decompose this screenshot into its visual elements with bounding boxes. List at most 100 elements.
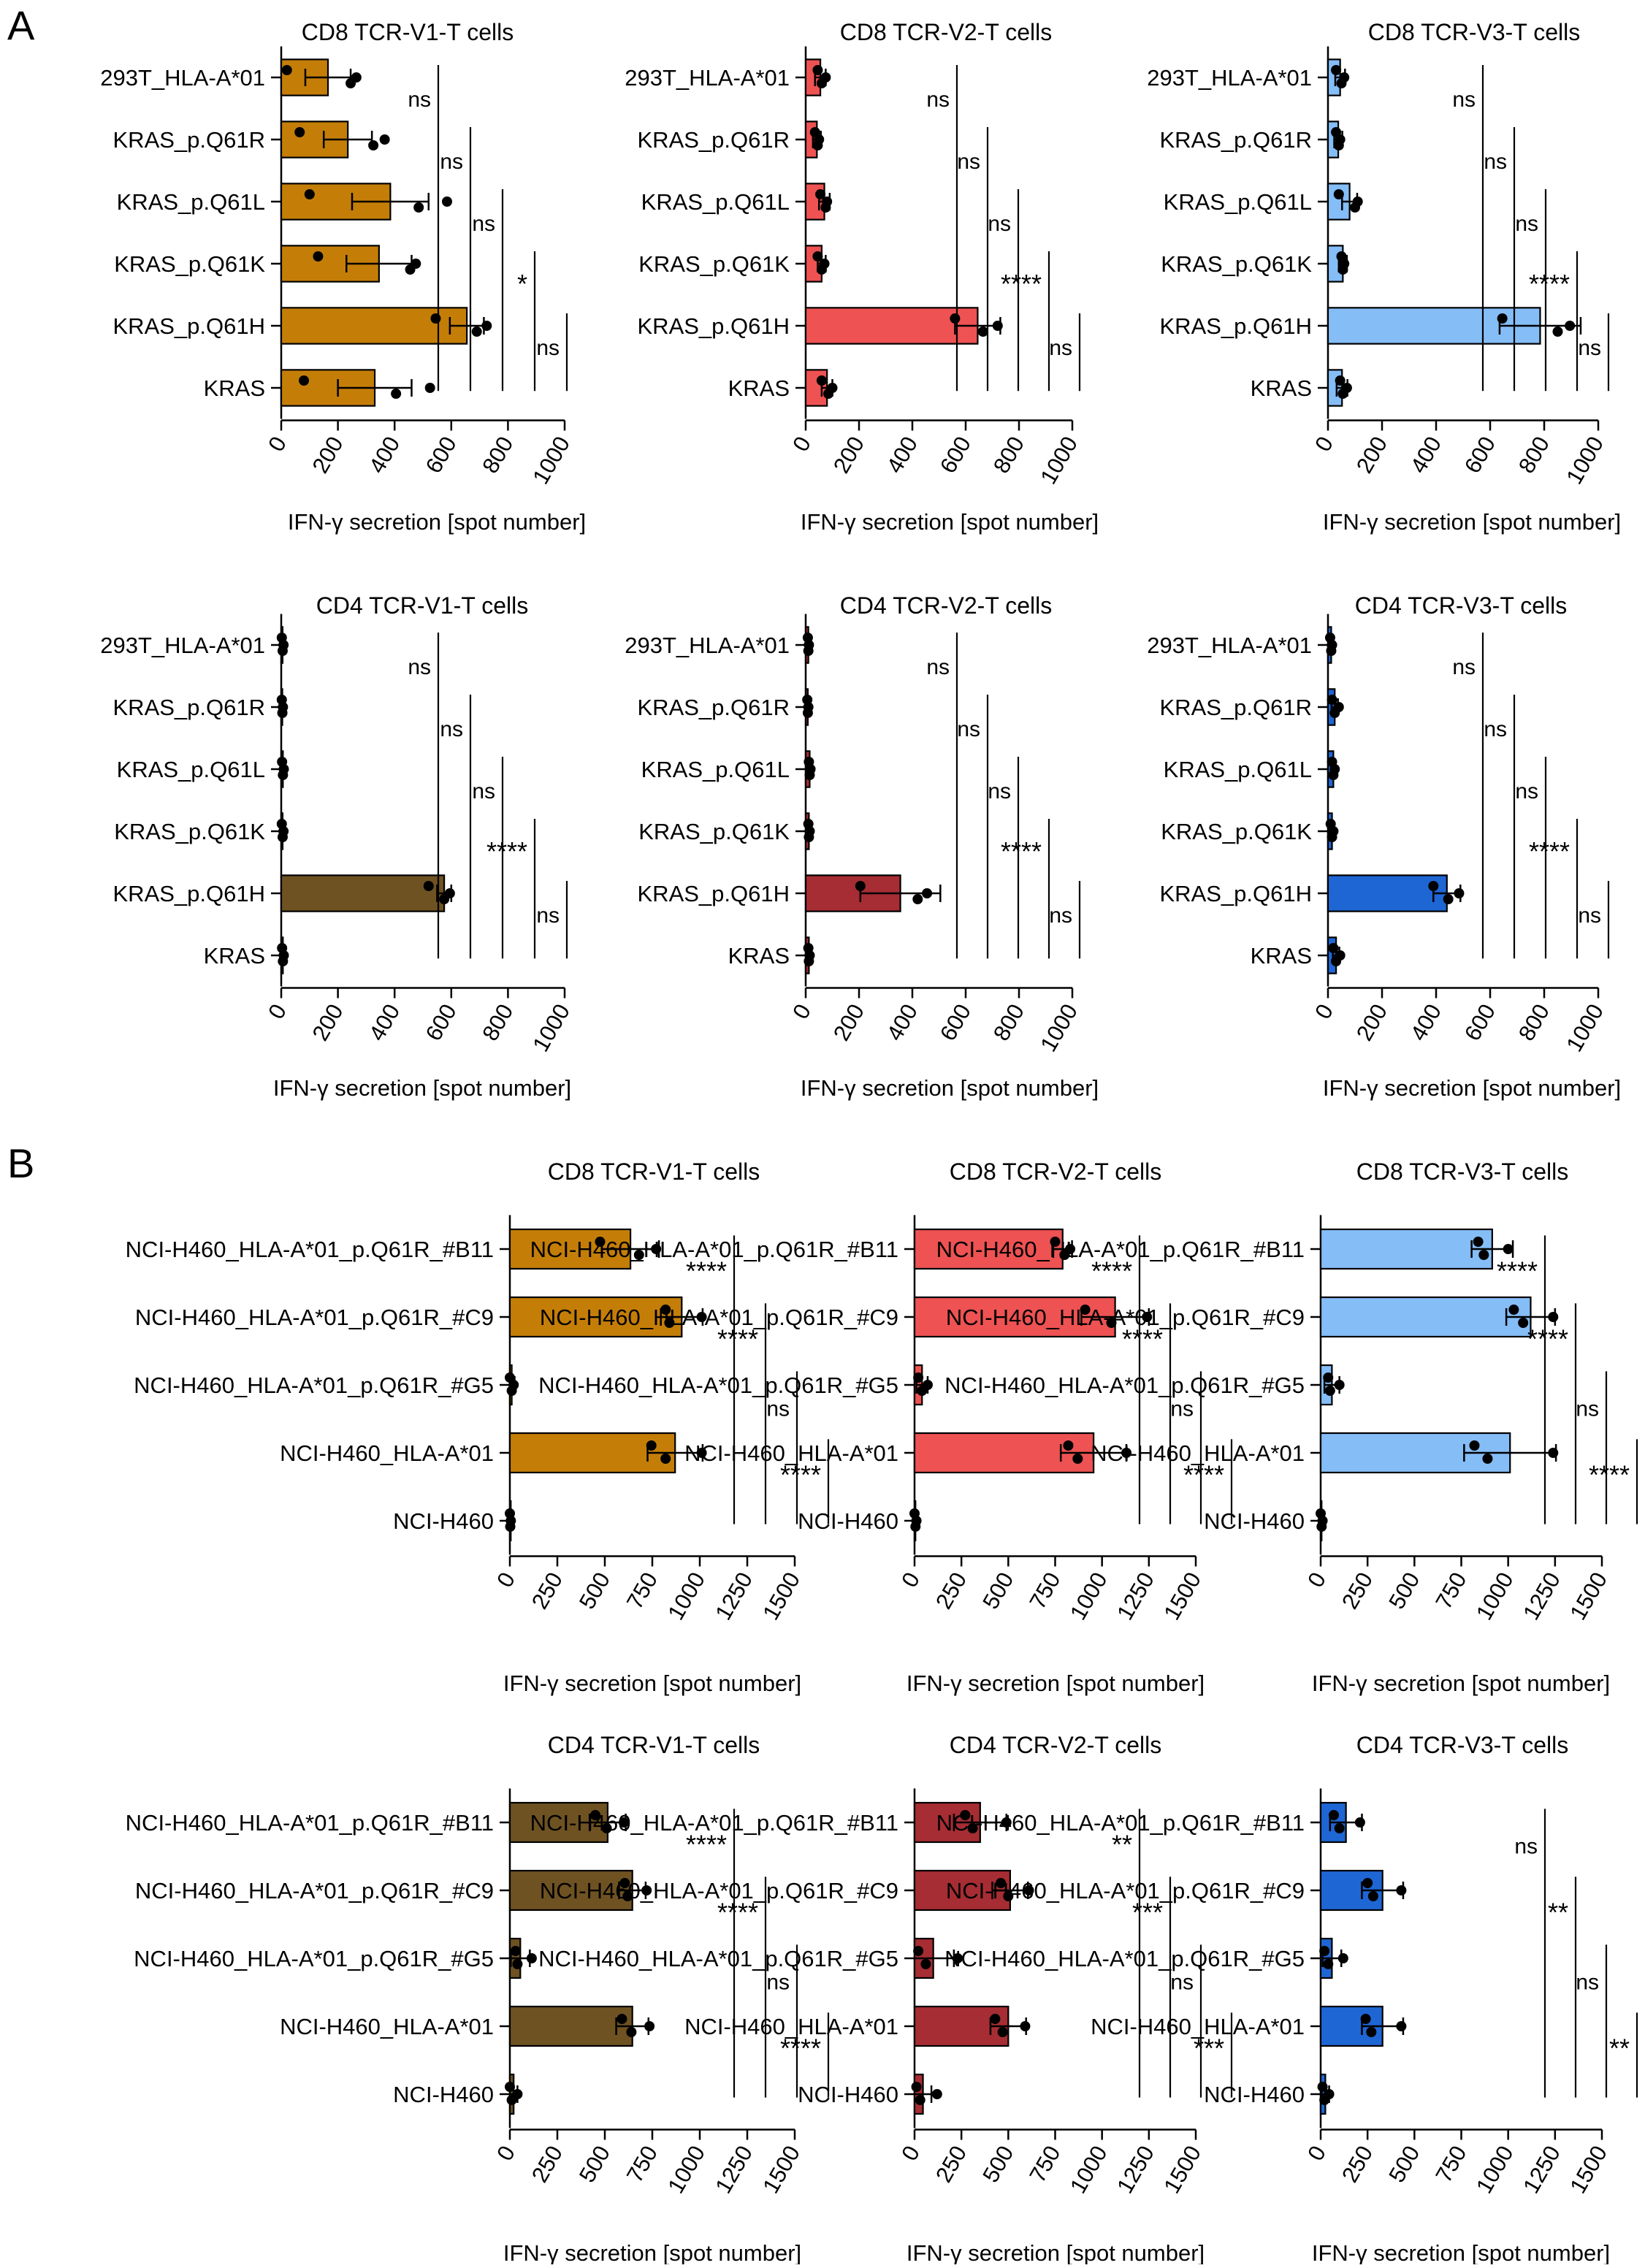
category-label: KRAS_p.Q61L [1164, 189, 1312, 215]
significance-label: ns [926, 88, 950, 112]
x-tick-label: 400 [882, 432, 923, 478]
chart-A-cd8-v3: CD8 TCR-V3-T cells 293T_HLA-A*01 KRAS_p.Q6… [1147, 19, 1621, 535]
data-point [915, 2095, 925, 2105]
data-point [1001, 1817, 1012, 1828]
category-label: NCI-H460_HLA-A*01_p.Q61R_#B11 [530, 1810, 898, 1836]
data-point [1080, 1305, 1091, 1315]
data-point [1319, 1946, 1330, 1956]
data-point [595, 1237, 606, 1247]
data-point [1328, 1810, 1339, 1820]
chart-B-cd4-v2: CD4 TCR-V2-T cells NCI-H460_HLA-A*01_p.Q6… [530, 1732, 1233, 2266]
significance-label: ns [1484, 717, 1507, 741]
category-label: KRAS_p.Q61H [113, 881, 266, 906]
bar [913, 1228, 1064, 1270]
data-point [1334, 1380, 1345, 1390]
category-label: KRAS_p.Q61R [1160, 127, 1313, 153]
bar [1319, 1228, 1493, 1270]
category-label: KRAS_p.Q61L [117, 757, 265, 782]
x-axis-label: IFN-γ secretion [spot number] [801, 1075, 1099, 1101]
data-point [815, 189, 826, 199]
significance-label: **** [1183, 1460, 1224, 1490]
data-point [1121, 1448, 1132, 1458]
x-tick-label: 200 [828, 1000, 869, 1045]
category-label: KRAS_p.Q61R [113, 695, 266, 720]
significance-label: **** [1001, 269, 1042, 299]
data-point [920, 1959, 931, 1969]
data-point [1552, 327, 1563, 337]
x-tick-label: 1500 [1565, 2142, 1612, 2198]
data-point [1339, 259, 1350, 269]
category-label: NCI-H460_HLA-A*01_p.Q61R_#C9 [540, 1305, 898, 1330]
data-point [1324, 1386, 1335, 1396]
bar [913, 1869, 1011, 1912]
data-point [1341, 383, 1352, 393]
significance-label: **** [486, 836, 527, 866]
data-point [814, 134, 825, 145]
x-tick-label: 1250 [710, 2142, 757, 2198]
data-point [911, 1516, 922, 1526]
data-point [411, 259, 421, 269]
data-point [1454, 888, 1465, 898]
x-tick-label: 500 [1383, 1568, 1424, 1614]
x-tick-label: 600 [935, 432, 976, 478]
category-label: NCI-H460_HLA-A*01_p.Q61R_#C9 [540, 1878, 898, 1904]
data-point [1072, 1454, 1083, 1464]
data-point [805, 764, 816, 774]
data-point [913, 1372, 924, 1383]
category-label: NCI-H460_HLA-A*01_p.Q61R_#B11 [936, 1237, 1305, 1262]
chart-A-cd4-v2: CD4 TCR-V2-T cells 293T_HLA-A*01 KRAS_p.Q6… [625, 592, 1099, 1101]
category-label: KRAS [204, 375, 265, 401]
category-label: KRAS_p.Q61L [641, 757, 790, 782]
x-tick-label: 1250 [1518, 1568, 1565, 1624]
significance-label: ns [957, 717, 980, 741]
data-point [1106, 1318, 1117, 1328]
significance-label: **** [780, 2034, 821, 2063]
data-point [1428, 881, 1439, 891]
x-tick-label: 500 [574, 2142, 615, 2187]
x-axis-label: IFN-γ secretion [spot number] [1312, 1671, 1610, 1696]
significance-label: ns [1515, 779, 1538, 803]
data-point [619, 1878, 630, 1888]
x-tick-label: 1000 [1065, 1568, 1112, 1624]
data-point [912, 894, 923, 904]
data-point [278, 764, 289, 774]
panel-label-a: A [7, 2, 35, 48]
data-point [696, 1312, 707, 1322]
significance-label: ** [1112, 1830, 1132, 1860]
category-label: 293T_HLA-A*01 [625, 65, 790, 91]
x-tick-label: 0 [787, 1000, 816, 1023]
category-label: NCI-H460_HLA-A*01_p.Q61R_#C9 [135, 1878, 494, 1904]
data-point [997, 2027, 1008, 2037]
data-point [1023, 1885, 1034, 1895]
significance-label: ns [440, 150, 463, 174]
x-tick-label: 200 [828, 432, 869, 478]
chart-title: CD4 TCR-V3-T cells [1355, 592, 1567, 619]
data-point [1482, 1454, 1493, 1464]
data-point [622, 1891, 633, 1901]
data-point [1063, 1440, 1074, 1451]
chart-title: CD4 TCR-V1-T cells [548, 1732, 760, 1758]
x-tick-label: 1000 [1035, 432, 1083, 489]
data-point [803, 702, 814, 712]
significance-label: ns [1578, 336, 1601, 360]
significance-label: ns [408, 655, 431, 679]
data-point [1503, 1244, 1514, 1254]
data-point [960, 1810, 971, 1820]
data-point [1518, 1318, 1529, 1328]
category-label: NCI-H460_HLA-A*01_p.Q61R_#G5 [944, 1372, 1305, 1398]
data-point [304, 189, 315, 199]
data-point [526, 1953, 537, 1963]
data-point [1328, 943, 1339, 953]
data-point [1317, 2082, 1328, 2092]
data-point [992, 321, 1003, 331]
x-tick-label: 800 [988, 432, 1029, 478]
x-axis-label: IFN-γ secretion [spot number] [503, 2240, 801, 2264]
significance-label: ns [440, 717, 463, 741]
x-tick-label: 750 [1430, 2142, 1471, 2187]
data-point [827, 383, 838, 393]
x-axis-label: IFN-γ secretion [spot number] [1323, 509, 1621, 535]
data-point [1367, 1891, 1378, 1901]
category-label: KRAS_p.Q61R [1160, 695, 1313, 720]
x-tick-label: 0 [263, 432, 291, 456]
